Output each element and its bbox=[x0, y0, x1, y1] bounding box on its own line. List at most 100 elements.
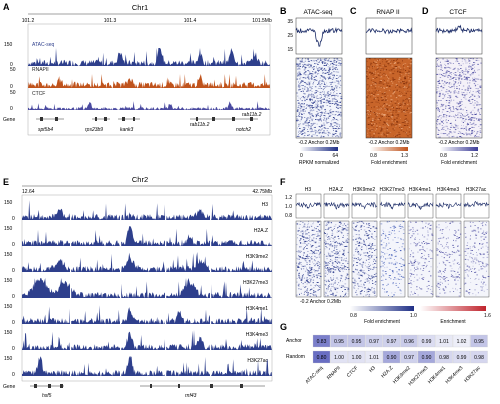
c-heat-cell bbox=[399, 63, 401, 64]
c-heat-cell bbox=[402, 60, 403, 62]
f-heat-cell bbox=[315, 294, 317, 296]
e-track-gap bbox=[120, 198, 122, 221]
f-mark-label: H3K4me1 bbox=[409, 187, 431, 193]
f-heat-cell bbox=[372, 263, 374, 265]
f-heat-cell bbox=[299, 252, 301, 253]
c-heat-cell bbox=[384, 66, 387, 68]
f-heat-cell bbox=[483, 277, 485, 278]
c-heat-cell bbox=[377, 90, 379, 92]
b-heat-cell bbox=[317, 70, 319, 71]
d-heat-cell bbox=[469, 118, 472, 120]
b-heat-cell bbox=[315, 132, 316, 134]
d-heat-cell bbox=[464, 97, 466, 99]
d-heat-cell bbox=[466, 134, 468, 136]
f-heat-cell bbox=[309, 278, 311, 279]
f-heat-cell bbox=[337, 251, 339, 253]
c-heat-cell bbox=[381, 93, 383, 95]
f-heat-cell bbox=[431, 239, 433, 241]
f-heat-cell bbox=[311, 276, 313, 278]
f-heat-cell bbox=[355, 269, 357, 271]
c-heat-cell bbox=[399, 104, 402, 106]
c-heat-cell bbox=[404, 63, 407, 64]
f-heat-cell bbox=[330, 256, 332, 257]
f-heat-cell bbox=[359, 242, 361, 244]
f-heat-cell bbox=[353, 264, 355, 265]
f-heat-cell bbox=[428, 271, 430, 272]
f-heat-cell bbox=[367, 234, 369, 236]
f-heat-cell bbox=[440, 271, 441, 273]
b-heat-cell bbox=[329, 67, 331, 68]
f-heat-cell bbox=[428, 285, 430, 286]
d-heat-cell bbox=[449, 87, 452, 88]
d-heat-cell bbox=[466, 123, 468, 125]
c-heat-cell bbox=[392, 107, 395, 109]
b-heat-cell bbox=[330, 60, 332, 62]
f-heat-cell bbox=[445, 287, 447, 289]
f-heat-cell bbox=[479, 253, 481, 254]
f-heat-cell bbox=[360, 264, 363, 265]
b-heat-cell bbox=[313, 127, 316, 128]
f-heat-cell bbox=[306, 290, 308, 292]
b-heat-cell bbox=[303, 103, 305, 105]
c-heat-cell bbox=[402, 103, 405, 105]
d-heat-cell bbox=[449, 75, 451, 77]
c-heat-cell bbox=[407, 58, 410, 60]
f-heat-cell bbox=[421, 221, 423, 222]
b-heat-cell bbox=[297, 86, 299, 87]
d-heat-cell bbox=[445, 119, 447, 121]
f-heat-cell bbox=[444, 292, 445, 294]
f-heat-cell bbox=[357, 259, 358, 261]
c-heat-cell bbox=[387, 80, 389, 82]
b-heat-cell bbox=[309, 64, 312, 66]
b-heat-cell bbox=[309, 128, 311, 130]
b-heat-cell bbox=[307, 106, 309, 107]
d-heat-cell bbox=[469, 74, 471, 76]
b-heat-cell bbox=[298, 71, 301, 73]
f-heat-cell bbox=[304, 292, 305, 293]
b-heat-cell bbox=[336, 125, 338, 127]
d-heat-cell bbox=[468, 60, 471, 61]
f-heat-cell bbox=[298, 230, 300, 231]
f-heat-cell bbox=[484, 232, 486, 233]
c-heat-cell bbox=[390, 69, 393, 71]
d-heat-cell bbox=[467, 90, 469, 91]
b-heat-cell bbox=[315, 71, 317, 73]
b-heat-cell bbox=[297, 68, 299, 70]
f-heat-cell bbox=[419, 249, 421, 251]
b-heat-cell bbox=[319, 119, 322, 120]
b-heat-cell bbox=[333, 98, 336, 100]
c-heat-cell bbox=[390, 80, 391, 82]
f-heat-cell bbox=[329, 238, 331, 240]
f-heat-cell bbox=[325, 242, 327, 244]
f-heat-cell bbox=[422, 279, 424, 280]
b-heat-cell bbox=[298, 119, 299, 121]
f-heat-cell bbox=[446, 254, 449, 256]
b-heat-cell bbox=[322, 136, 325, 138]
c-heat-cell bbox=[403, 111, 405, 112]
b-heat-cell bbox=[304, 121, 307, 123]
f-heat-cell bbox=[469, 247, 471, 249]
f-heat-cell bbox=[386, 243, 387, 244]
b-heat-cell bbox=[315, 115, 318, 117]
f-heat-cell bbox=[358, 238, 360, 240]
d-heat-cell bbox=[477, 131, 479, 133]
f-heat-cell bbox=[327, 221, 329, 223]
g-row-label-0: Anchor bbox=[286, 338, 302, 344]
e-track-name: H3K9me2 bbox=[246, 254, 268, 260]
f-heat-cell bbox=[472, 293, 474, 295]
f-heat-cell bbox=[368, 269, 370, 271]
f-heat-cell bbox=[457, 271, 459, 273]
d-heat-cell bbox=[439, 92, 441, 94]
a-track2-name: CTCF bbox=[32, 91, 45, 97]
f-heat-cell bbox=[327, 243, 329, 245]
e-track-signal bbox=[22, 226, 272, 246]
f-heat-cell bbox=[353, 271, 356, 273]
f-heat-cell bbox=[302, 283, 304, 285]
f-heat-cell bbox=[482, 236, 484, 237]
f-heat-cell bbox=[366, 280, 369, 282]
f-heat-cell bbox=[308, 271, 310, 272]
g-cell-value: 0.98 bbox=[439, 355, 449, 361]
f-heat-cell bbox=[426, 291, 428, 292]
c-heat-cell bbox=[367, 113, 370, 115]
f-heat-cell bbox=[328, 271, 330, 273]
